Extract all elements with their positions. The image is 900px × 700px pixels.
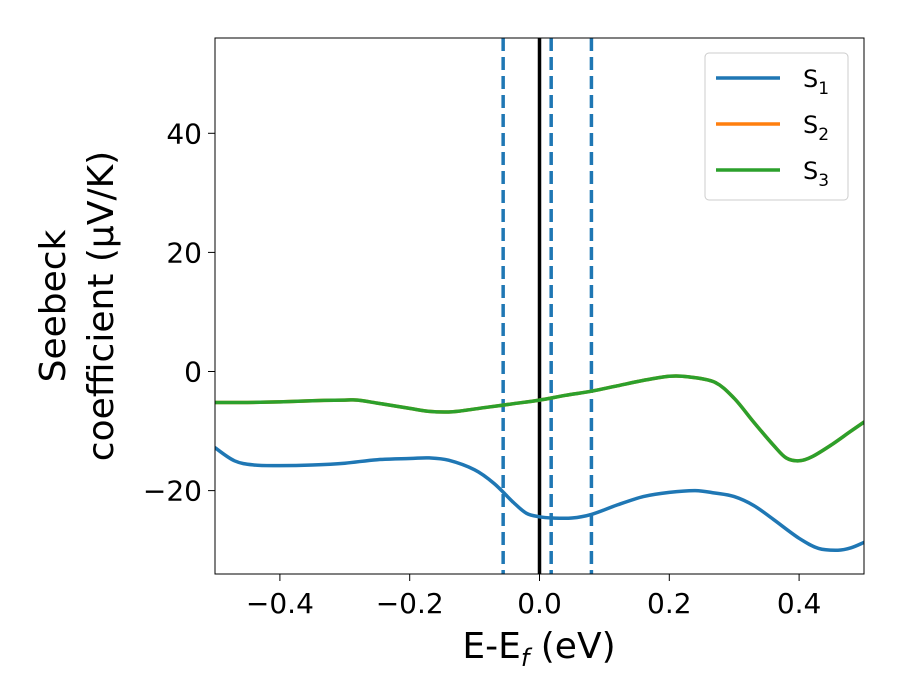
legend-label-2: S2: [803, 111, 829, 145]
legend-label-1: S1: [803, 65, 829, 99]
x-tick-label: 0.0: [517, 587, 562, 620]
x-tick-label: 0.2: [647, 587, 692, 620]
x-axis-title: E-Ef (eV): [462, 626, 615, 672]
y-axis-ticks: −20 0 20 40: [143, 117, 215, 508]
y-axis-title-line2: coefficient (μV/K): [81, 151, 122, 461]
y-tick-label: 20: [166, 236, 202, 269]
legend-box: [704, 52, 849, 201]
y-tick-label: −20: [143, 475, 202, 508]
reference-lines: [501, 38, 594, 574]
y-tick-label: 0: [184, 356, 202, 389]
x-tick-label: 0.4: [777, 587, 822, 620]
series-line-3: [215, 374, 864, 463]
x-tick-label: −0.2: [376, 587, 444, 620]
legend-label-3: S3: [803, 157, 829, 191]
series-lines: [215, 374, 864, 552]
y-axis-title-line1: Seebeck: [33, 229, 74, 382]
legend: S1 S2 S3: [704, 52, 849, 201]
x-tick-label: −0.4: [246, 587, 314, 620]
y-tick-label: 40: [166, 117, 202, 150]
x-axis-ticks: −0.4 −0.2 0.0 0.2 0.4: [246, 574, 821, 620]
series-line-1: [215, 445, 864, 552]
x-axis-title-unit: (eV): [529, 626, 615, 667]
x-axis-title-main: E-E: [462, 626, 520, 667]
